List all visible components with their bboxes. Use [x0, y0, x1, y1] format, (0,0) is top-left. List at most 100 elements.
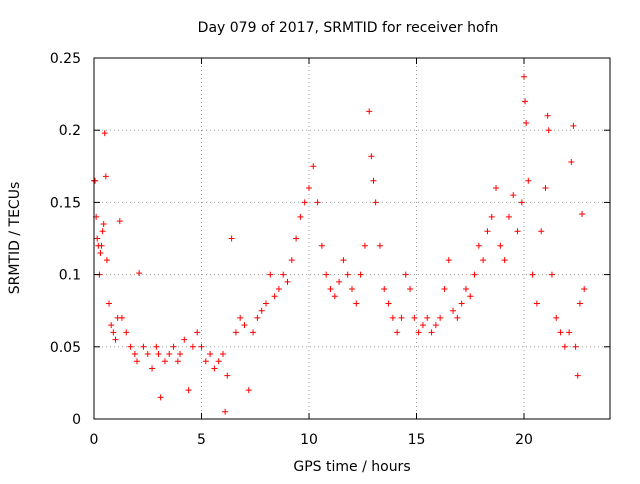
data-point	[576, 300, 583, 307]
data-point	[385, 300, 392, 307]
data-point	[523, 119, 530, 126]
data-point	[97, 249, 104, 256]
data-point	[514, 228, 521, 235]
data-point	[505, 213, 512, 220]
data-point	[189, 343, 196, 350]
data-point	[475, 242, 482, 249]
data-point	[533, 300, 540, 307]
data-point	[194, 329, 201, 336]
data-point	[336, 278, 343, 285]
data-point	[402, 271, 409, 278]
data-point	[310, 163, 317, 170]
data-point	[153, 343, 160, 350]
data-point	[538, 228, 545, 235]
data-point	[471, 271, 478, 278]
data-point	[112, 336, 119, 343]
x-tick-label: 0	[90, 432, 99, 448]
data-point	[331, 293, 338, 300]
data-point	[118, 314, 125, 321]
y-tick-label: 0.1	[59, 268, 81, 284]
data-point	[557, 329, 564, 336]
data-point	[241, 322, 248, 329]
data-point	[579, 210, 586, 217]
data-point	[123, 329, 130, 336]
data-point	[136, 270, 143, 277]
data-point	[445, 257, 452, 264]
data-point	[306, 184, 312, 191]
data-point	[211, 365, 218, 372]
data-point	[407, 286, 414, 293]
data-point	[177, 351, 183, 358]
data-point	[458, 300, 465, 307]
y-tick-label: 0	[72, 412, 81, 428]
data-point	[106, 300, 113, 307]
data-point	[314, 199, 321, 206]
data-point	[297, 213, 304, 220]
data-point	[525, 177, 532, 184]
data-point	[263, 300, 269, 307]
x-axis-label: GPS time / hours	[293, 459, 410, 475]
data-point	[293, 235, 300, 242]
data-point	[437, 314, 444, 321]
data-point	[140, 343, 147, 350]
data-point	[127, 343, 134, 350]
data-point	[381, 286, 388, 293]
data-point	[185, 387, 192, 394]
data-point	[415, 329, 422, 336]
data-point	[366, 108, 373, 115]
data-point	[340, 257, 347, 264]
data-point	[521, 73, 527, 80]
data-point	[161, 358, 168, 365]
y-tick-label: 0.05	[50, 340, 81, 356]
data-point	[454, 314, 461, 321]
y-tick-label: 0.2	[59, 123, 81, 139]
data-point	[522, 98, 529, 105]
data-point	[254, 314, 261, 321]
data-point	[157, 394, 164, 401]
x-tick-label: 20	[515, 432, 533, 448]
data-point	[237, 314, 244, 321]
y-axis-label: SRMTID / TECUs	[7, 182, 23, 295]
data-point	[344, 271, 351, 278]
data-point	[149, 365, 156, 372]
data-point	[224, 372, 231, 379]
data-point	[394, 329, 401, 336]
data-point	[131, 351, 138, 358]
data-point	[116, 218, 123, 225]
x-tick-label: 15	[408, 432, 426, 448]
data-point	[207, 351, 214, 358]
data-point	[301, 199, 308, 206]
data-point	[318, 242, 325, 249]
data-point	[280, 271, 287, 278]
chart-title: Day 079 of 2017, SRMTID for receiver hof…	[198, 20, 499, 36]
data-point	[484, 228, 491, 235]
data-point	[553, 314, 560, 321]
data-point	[353, 300, 360, 307]
y-tick-label: 0.25	[50, 51, 81, 67]
data-point	[411, 314, 418, 321]
data-point	[258, 307, 265, 314]
data-point	[94, 235, 101, 242]
data-point	[368, 153, 375, 160]
data-point	[561, 343, 568, 350]
data-point	[480, 257, 487, 264]
data-point	[220, 351, 226, 358]
data-point	[548, 271, 555, 278]
data-point	[568, 158, 575, 165]
data-point	[570, 122, 577, 129]
data-point	[574, 372, 581, 379]
data-point	[166, 351, 173, 358]
data-point	[144, 351, 151, 358]
data-point	[228, 235, 235, 242]
data-point	[99, 228, 106, 235]
data-point	[376, 242, 383, 249]
data-point	[250, 329, 257, 336]
data-point	[155, 351, 162, 358]
data-point	[174, 358, 181, 365]
data-point	[98, 242, 105, 249]
data-point	[110, 329, 117, 336]
data-point	[510, 192, 517, 199]
